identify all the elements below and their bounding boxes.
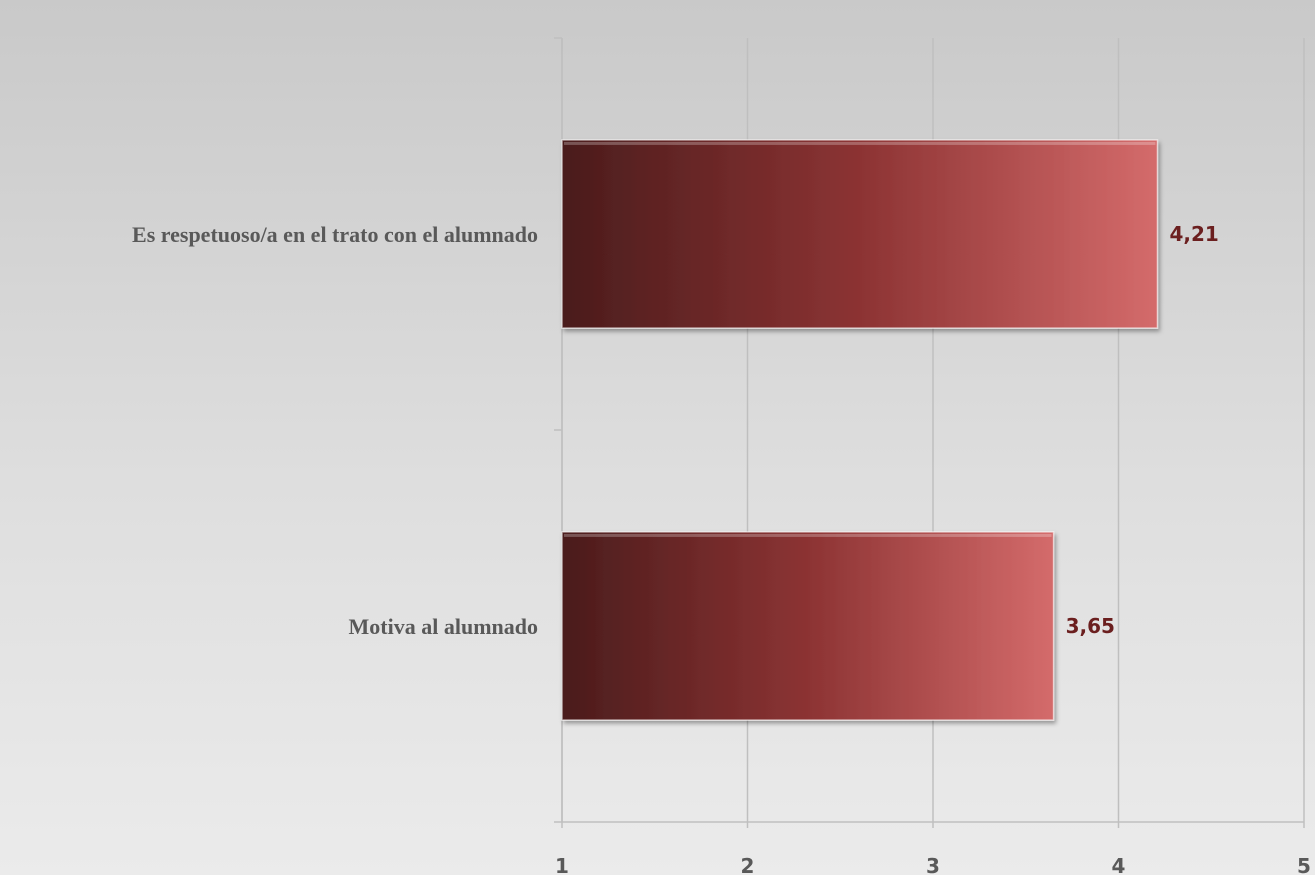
bar-0 <box>561 139 1159 329</box>
x-tick-label-2: 2 <box>741 854 755 875</box>
x-tick-label-1: 1 <box>555 854 569 875</box>
x-axis: 1 2 3 4 5 <box>554 37 1311 875</box>
bar-highlight-1 <box>564 533 1052 537</box>
x-tick-label-4: 4 <box>1112 854 1126 875</box>
bars <box>561 139 1159 721</box>
bar-highlight-0 <box>564 141 1156 145</box>
category-label-0: Es respetuoso/a en el trato con el alumn… <box>132 222 538 247</box>
x-tick-label-5: 5 <box>1297 854 1311 875</box>
data-label-1: 3,65 <box>1066 614 1115 638</box>
bar-1 <box>561 531 1055 721</box>
labels: Es respetuoso/a en el trato con el alumn… <box>132 222 1219 639</box>
category-label-1: Motiva al alumnado <box>349 614 538 639</box>
x-tick-label-3: 3 <box>926 854 940 875</box>
data-label-0: 4,21 <box>1169 222 1218 246</box>
